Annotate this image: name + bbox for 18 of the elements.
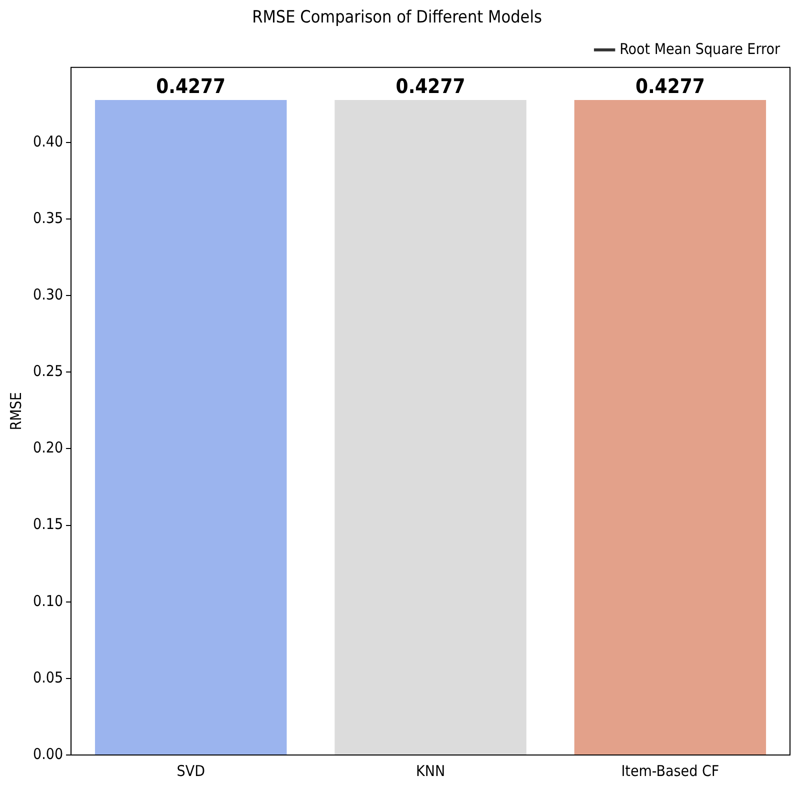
data-label: 0.4277 bbox=[156, 74, 226, 98]
y-tick-label: 0.40 bbox=[32, 132, 64, 150]
data-label: 0.4277 bbox=[396, 74, 466, 98]
x-tick-label: SVD bbox=[176, 762, 205, 780]
data-label: 0.4277 bbox=[635, 74, 705, 98]
y-tick-label: 0.05 bbox=[32, 668, 64, 686]
y-tick-label: 0.35 bbox=[32, 208, 64, 227]
y-tick-label: 0.15 bbox=[32, 515, 64, 534]
y-tick-label: 0.20 bbox=[32, 438, 64, 457]
chart-title: RMSE Comparison of Different Models bbox=[252, 8, 542, 28]
y-tick-label: 0.00 bbox=[32, 744, 64, 763]
x-tick-label: Item-Based CF bbox=[621, 762, 720, 780]
text: Root Mean Square Error bbox=[620, 40, 780, 58]
y-tick-label: 0.25 bbox=[32, 362, 64, 380]
y-axis-title: RMSE bbox=[6, 392, 25, 430]
x-tick-label: KNN bbox=[416, 762, 446, 780]
y-tick-label: 0.10 bbox=[32, 592, 64, 610]
y-tick-label: 0.30 bbox=[32, 285, 64, 304]
